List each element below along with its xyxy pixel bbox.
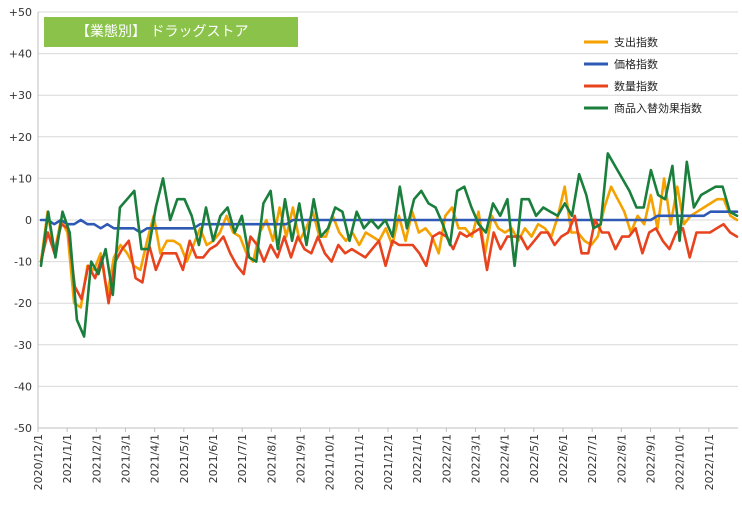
legend-label: 商品入替効果指数: [614, 101, 702, 115]
y-tick-label: -50: [14, 422, 32, 435]
x-tick-label: 2022/3/1: [470, 434, 483, 483]
series-lines: [39, 152, 739, 338]
y-tick-labels: +50 +40 +30 +20 +10 0 -10 -20 -30 -40 -50: [9, 6, 32, 435]
y-tick-label: 0: [25, 214, 32, 227]
x-tick-label: 2021/9/1: [295, 434, 308, 483]
y-tick-label: +30: [9, 89, 32, 102]
x-tick-label: 2021/12/1: [382, 434, 395, 490]
x-tick-label: 2021/5/1: [178, 434, 191, 483]
axes: [37, 12, 738, 432]
x-tick-label: 2022/1/1: [411, 434, 424, 483]
x-tick-label: 2021/8/1: [265, 434, 278, 483]
y-tick-label: +40: [9, 48, 32, 61]
x-tick-label: 2022/10/1: [674, 434, 687, 490]
x-tick-labels: 2020/12/1 2021/1/1 2021/2/1 2021/3/1 2021/4/…: [32, 434, 716, 490]
series-line-4: [39, 152, 739, 338]
y-tick-label: +10: [9, 172, 32, 185]
y-tick-label: -30: [14, 339, 32, 352]
x-tick-label: 2021/6/1: [207, 434, 220, 483]
x-tick-label: 2021/4/1: [149, 434, 162, 483]
legend-label: 支出指数: [614, 35, 658, 49]
x-tick-label: 2021/3/1: [120, 434, 133, 483]
x-tick-label: 2022/4/1: [499, 434, 512, 483]
x-tick-label: 2021/11/1: [353, 434, 366, 490]
legend-label: 価格指数: [614, 57, 658, 71]
y-tick-label: -20: [14, 297, 32, 310]
x-tick-label: 2021/7/1: [236, 434, 249, 483]
x-tick-label: 2022/9/1: [645, 434, 658, 483]
x-tick-label: 2022/7/1: [586, 434, 599, 483]
x-tick-label: 2021/2/1: [90, 434, 103, 483]
y-tick-label: +50: [9, 6, 32, 19]
y-tick-label: +20: [9, 131, 32, 144]
legend-label: 数量指数: [614, 79, 658, 93]
y-tick-label: -10: [14, 256, 32, 269]
x-tick-label: 2022/6/1: [557, 434, 570, 483]
x-tick-label: 2022/5/1: [528, 434, 541, 483]
y-tick-label: -40: [14, 380, 32, 393]
x-tick-label: 2021/1/1: [61, 434, 74, 483]
series-line-1: [39, 177, 739, 309]
x-tick-label: 2022/11/1: [703, 434, 716, 490]
chart-title: 【業態別】 ドラッグストア: [44, 17, 298, 47]
x-tick-label: 2022/2/1: [440, 434, 453, 483]
x-tick-label: 2022/8/1: [615, 434, 628, 483]
series-line-3: [39, 214, 739, 305]
x-tick-label: 2021/10/1: [324, 434, 337, 490]
series-line-2: [39, 210, 739, 234]
x-tick-label: 2020/12/1: [32, 434, 45, 490]
